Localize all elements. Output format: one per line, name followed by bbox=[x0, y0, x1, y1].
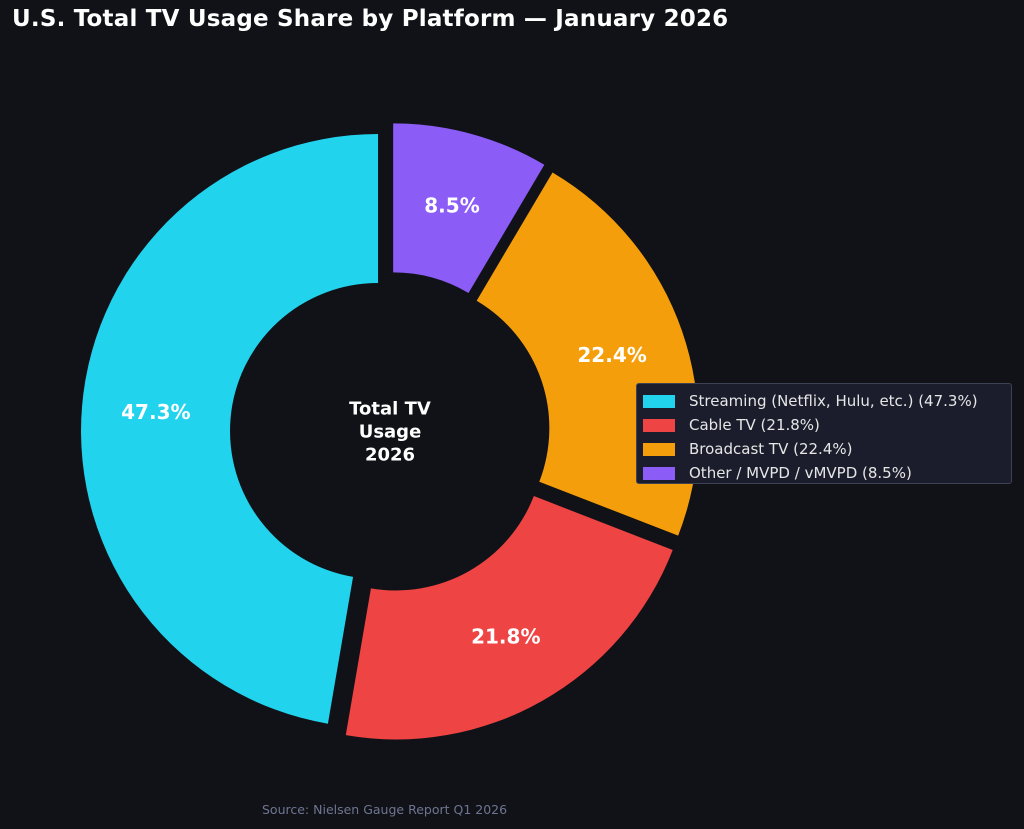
legend-label: Broadcast TV (22.4%) bbox=[689, 440, 853, 458]
donut-slice-cable-tv bbox=[345, 496, 673, 740]
legend-item: Streaming (Netflix, Hulu, etc.) (47.3%) bbox=[643, 389, 1011, 413]
legend-item: Other / MVPD / vMVPD (8.5%) bbox=[643, 461, 1011, 485]
legend-label: Other / MVPD / vMVPD (8.5%) bbox=[689, 464, 912, 482]
legend-swatch bbox=[643, 466, 675, 480]
donut-slice-other-mvpd-vmvpd bbox=[393, 123, 545, 294]
legend-swatch bbox=[643, 418, 675, 432]
slice-labels: 47.3% 21.8% 22.4% 8.5% bbox=[121, 193, 647, 648]
slice-value-label: 22.4% bbox=[577, 343, 646, 367]
legend-item: Broadcast TV (22.4%) bbox=[643, 437, 1011, 461]
source-note: Source: Nielsen Gauge Report Q1 2026 bbox=[262, 802, 508, 817]
legend-item: Cable TV (21.8%) bbox=[643, 413, 1011, 437]
center-label-line: 2026 bbox=[365, 445, 415, 466]
donut-center-label: Total TV Usage 2026 bbox=[349, 399, 431, 466]
slice-value-label: 8.5% bbox=[424, 193, 479, 217]
donut-slices bbox=[81, 123, 699, 740]
chart-legend: Streaming (Netflix, Hulu, etc.) (47.3%) C… bbox=[636, 383, 1012, 484]
legend-label: Streaming (Netflix, Hulu, etc.) (47.3%) bbox=[689, 392, 978, 410]
chart-title: U.S. Total TV Usage Share by Platform — … bbox=[12, 6, 729, 32]
legend-swatch bbox=[643, 442, 675, 456]
slice-value-label: 21.8% bbox=[471, 624, 540, 648]
center-label-line: Total TV bbox=[349, 399, 431, 420]
legend-swatch bbox=[643, 394, 675, 408]
legend-label: Cable TV (21.8%) bbox=[689, 416, 820, 434]
donut-slice-streaming-netflix-hulu-etc bbox=[81, 133, 379, 724]
center-label-line: Usage bbox=[359, 422, 422, 443]
slice-value-label: 47.3% bbox=[121, 400, 190, 424]
